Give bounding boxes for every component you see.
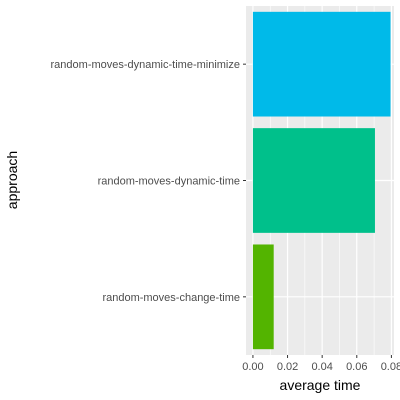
y-tick-label: random-moves-change-time <box>102 292 240 304</box>
bar <box>252 128 375 233</box>
x-tick-label: 0.06 <box>346 361 367 373</box>
x-tick-label: 0.08 <box>381 361 400 373</box>
y-tick-label: random-moves-dynamic-time-minimize <box>51 59 240 71</box>
bar <box>252 244 274 350</box>
x-axis-title: average time <box>280 377 361 393</box>
bar <box>252 11 391 117</box>
y-tick-label: random-moves-dynamic-time <box>98 176 240 188</box>
y-axis-title: approach <box>4 151 20 209</box>
bars <box>252 11 391 350</box>
x-axis-ticks: 0.00 0.02 0.04 0.06 0.08 <box>242 355 400 373</box>
y-axis-ticks: random-moves-dynamic-time-minimize random… <box>51 59 246 304</box>
x-tick-label: 0.00 <box>242 361 263 373</box>
x-tick-label: 0.02 <box>277 361 298 373</box>
x-tick-label: 0.04 <box>311 361 332 373</box>
